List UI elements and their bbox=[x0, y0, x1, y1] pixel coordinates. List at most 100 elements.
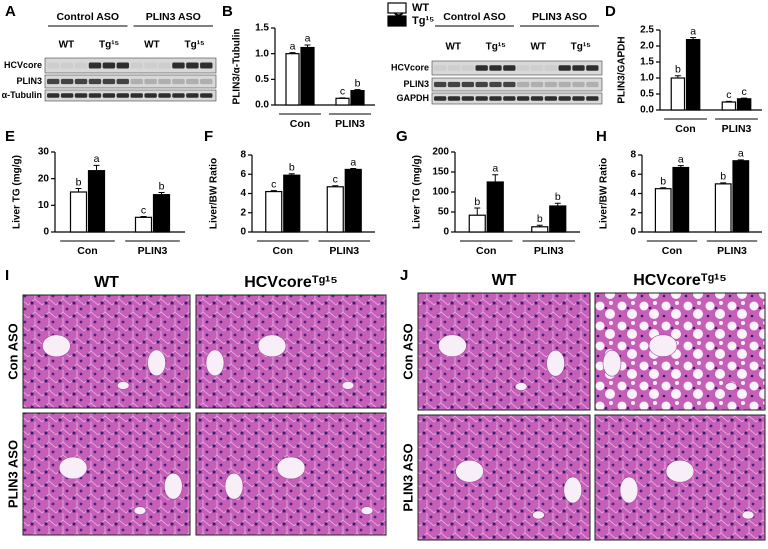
blot-band bbox=[461, 81, 474, 88]
error-bar bbox=[492, 174, 499, 182]
row-header: Con ASO bbox=[400, 323, 415, 380]
y-tick-label: 0 bbox=[630, 227, 636, 238]
row-header: PLIN3 ASO bbox=[5, 440, 20, 508]
blot-band bbox=[503, 81, 516, 88]
blot-band bbox=[130, 93, 143, 98]
y-axis-label: Liver/BW Ratio bbox=[599, 158, 610, 229]
x-tick-label: PLIN3 bbox=[329, 245, 359, 257]
vessel bbox=[455, 459, 484, 483]
vessel bbox=[563, 476, 583, 504]
blot-band bbox=[74, 78, 88, 85]
vessel bbox=[224, 472, 244, 500]
blot-band bbox=[447, 65, 461, 71]
blot-group-label: PLIN3 ASO bbox=[146, 11, 201, 23]
blot-band bbox=[447, 96, 461, 101]
blot-band bbox=[186, 93, 199, 98]
vessel bbox=[42, 334, 71, 358]
y-axis-label: Liver/BW Ratio bbox=[209, 158, 220, 229]
error-bar bbox=[660, 187, 667, 189]
blot-strip bbox=[44, 57, 217, 74]
bar bbox=[134, 216, 153, 233]
significance-letter: a bbox=[290, 40, 296, 52]
y-tick-label: 1.0 bbox=[640, 73, 654, 84]
blot-band bbox=[158, 93, 171, 98]
blot-band bbox=[172, 78, 185, 85]
y-tick-label: 6 bbox=[240, 169, 246, 180]
legend-swatch bbox=[387, 2, 407, 14]
bar bbox=[87, 170, 106, 233]
vessel bbox=[619, 476, 639, 504]
blot-band bbox=[47, 78, 60, 85]
y-tick-label: 100 bbox=[432, 187, 449, 198]
blot-lane-label: WT bbox=[59, 40, 75, 51]
blot-band bbox=[130, 62, 143, 69]
y-tick-label: 200 bbox=[432, 147, 449, 158]
vessel bbox=[360, 506, 374, 515]
y-tick-label: 4 bbox=[240, 188, 246, 199]
y-tick-label: 0.0 bbox=[640, 105, 654, 116]
error-bar bbox=[332, 185, 339, 187]
blot-group-label: PLIN3 ASO bbox=[532, 11, 587, 23]
blot-band bbox=[130, 78, 143, 85]
significance-letter: a bbox=[94, 153, 100, 165]
blot-band bbox=[172, 62, 185, 69]
error-bar bbox=[158, 192, 165, 195]
histology-image bbox=[417, 414, 591, 541]
vessel bbox=[147, 349, 166, 377]
y-tick-label: 0 bbox=[443, 227, 449, 238]
y-axis-label: Liver TG (mg/g) bbox=[412, 155, 423, 229]
blot-band bbox=[503, 96, 516, 101]
vessel bbox=[116, 381, 130, 390]
blot-band bbox=[60, 78, 74, 85]
blot-band bbox=[60, 93, 74, 98]
blot-row-label: PLIN3 bbox=[403, 79, 429, 89]
legend-swatch bbox=[387, 15, 407, 27]
blot-band bbox=[572, 96, 585, 101]
blot-band bbox=[558, 96, 571, 101]
error-bar bbox=[288, 173, 295, 176]
error-bar bbox=[536, 224, 543, 227]
blot-band bbox=[530, 96, 544, 101]
blot-group-label: Control ASO bbox=[443, 11, 506, 23]
blot-row-label: HCVcore bbox=[4, 60, 42, 70]
y-tick-label: 0.5 bbox=[640, 89, 654, 100]
blot-band bbox=[503, 65, 516, 71]
bar bbox=[670, 77, 686, 111]
blot-row-label: HCVcore bbox=[391, 62, 429, 72]
error-bar bbox=[674, 75, 681, 78]
blot-band bbox=[489, 96, 502, 101]
blot-band bbox=[144, 78, 157, 85]
blot-band bbox=[88, 93, 102, 98]
panel-letter: H bbox=[596, 128, 607, 145]
vessel bbox=[276, 456, 306, 480]
error-bar bbox=[350, 167, 357, 170]
blot-lane-label: WT bbox=[144, 40, 160, 51]
bar bbox=[654, 188, 672, 233]
bar bbox=[285, 53, 300, 106]
vessel bbox=[665, 459, 695, 483]
y-tick-label: 10 bbox=[38, 200, 50, 211]
blot-band bbox=[144, 93, 157, 98]
blot-strip bbox=[431, 60, 603, 76]
blot-band bbox=[530, 81, 544, 88]
error-bar bbox=[554, 202, 561, 206]
error-bar bbox=[75, 188, 82, 192]
blot-band bbox=[558, 65, 571, 71]
error-bar bbox=[289, 52, 296, 54]
y-tick-label: 8 bbox=[630, 150, 636, 161]
blot-lane-label: WT bbox=[445, 42, 461, 53]
blot-band bbox=[447, 81, 461, 88]
vessel bbox=[58, 456, 88, 480]
error-bar bbox=[725, 100, 732, 102]
blot-band bbox=[172, 93, 185, 98]
bar bbox=[672, 166, 690, 233]
x-tick-label: Con bbox=[476, 245, 496, 257]
blot-band bbox=[558, 81, 571, 88]
significance-letter: b bbox=[720, 171, 726, 183]
bar bbox=[685, 38, 701, 111]
blot-band bbox=[434, 81, 447, 88]
blot-band bbox=[158, 62, 171, 69]
blot-band bbox=[102, 78, 116, 85]
bar bbox=[335, 97, 350, 106]
vessel bbox=[648, 334, 678, 357]
